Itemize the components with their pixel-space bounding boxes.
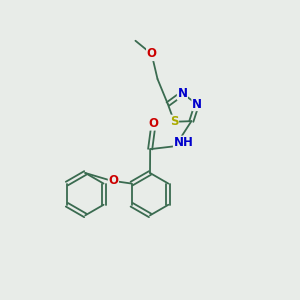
Text: N: N xyxy=(177,87,188,100)
Text: O: O xyxy=(147,47,157,61)
Text: O: O xyxy=(148,117,158,130)
Text: O: O xyxy=(108,174,118,187)
Text: S: S xyxy=(170,115,178,128)
Text: NH: NH xyxy=(173,136,194,149)
Text: N: N xyxy=(192,98,202,110)
